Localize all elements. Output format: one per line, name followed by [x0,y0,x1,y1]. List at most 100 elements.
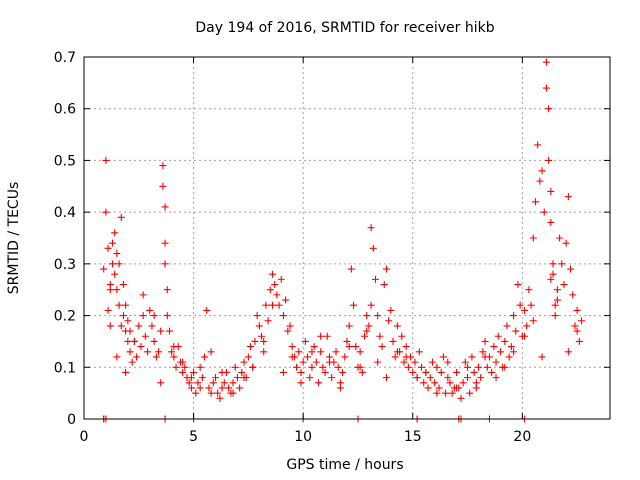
data-point [106,322,114,330]
data-point [433,389,441,397]
data-point [527,301,535,309]
data-point [501,337,509,345]
data-point [260,337,268,345]
data-point [282,296,290,304]
data-point [448,389,456,397]
data-point [369,244,377,252]
data-point [488,368,496,376]
data-point [181,363,189,371]
data-point [233,374,241,382]
data-point [402,353,410,361]
data-point [538,353,546,361]
data-point [102,208,110,216]
data-point [343,337,351,345]
data-point [111,270,119,278]
data-point [573,327,581,335]
data-point [571,322,579,330]
data-point [144,348,152,356]
data-point [249,363,257,371]
data-point [319,363,327,371]
data-point [446,379,454,387]
data-point [102,156,110,164]
data-point [411,358,419,366]
data-point [564,348,572,356]
data-point [113,353,121,361]
data-point [297,368,305,376]
data-point [494,332,502,340]
data-point [133,353,141,361]
data-point [481,337,489,345]
data-point [201,353,209,361]
data-point [409,368,417,376]
data-point [461,358,469,366]
data-point [279,312,287,320]
data-point [244,353,252,361]
data-point [507,343,515,351]
data-point [363,327,371,335]
data-point [218,368,226,376]
data-point [341,353,349,361]
data-point [141,332,149,340]
data-point [323,332,331,340]
data-point [510,348,518,356]
data-point [194,379,202,387]
data-point [308,363,316,371]
data-point [139,291,147,299]
data-point [321,368,329,376]
data-point [345,343,353,351]
data-point [501,363,509,371]
data-point [492,358,500,366]
data-point [275,301,283,309]
data-point [339,368,347,376]
data-point [350,301,358,309]
data-point [216,394,224,402]
data-point [374,358,382,366]
data-point [264,317,272,325]
data-point [225,384,233,392]
data-point [345,322,353,330]
data-point [466,389,474,397]
data-point [547,218,555,226]
data-point [525,286,533,294]
data-point [534,141,542,149]
data-point [382,374,390,382]
data-point [205,384,213,392]
x-tick-label: 0 [80,429,89,445]
data-point [418,363,426,371]
data-point [547,275,555,283]
data-point [444,358,452,366]
data-point [299,358,307,366]
data-point [155,348,163,356]
data-point [115,260,123,268]
data-point [106,286,114,294]
y-tick-label: 0.2 [54,309,76,325]
data-point [400,358,408,366]
data-point [258,332,266,340]
x-tick-label: 10 [294,429,312,445]
data-point [231,363,239,371]
data-point [393,322,401,330]
data-point [393,348,401,356]
data-point [113,286,121,294]
data-point [161,260,169,268]
data-point [104,244,112,252]
data-point [260,348,268,356]
data-point [523,322,531,330]
data-point [336,384,344,392]
data-point [516,301,524,309]
data-point [190,368,198,376]
data-point [380,281,388,289]
data-point [100,265,108,273]
data-point [442,389,450,397]
plot-frame [83,56,611,420]
chart-title: Day 194 of 2016, SRMTID for receiver hik… [195,20,494,36]
data-point [119,281,127,289]
y-tick-label: 0.6 [54,102,76,118]
data-point [122,301,130,309]
y-tick-label: 0.1 [54,360,76,376]
data-point [317,332,325,340]
y-tick-label: 0 [67,412,76,428]
data-point [464,363,472,371]
data-point [170,353,178,361]
data-point [367,224,375,232]
